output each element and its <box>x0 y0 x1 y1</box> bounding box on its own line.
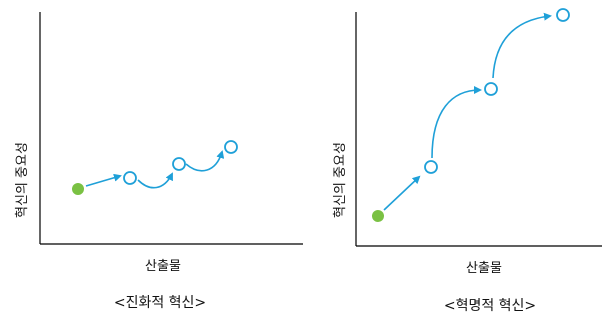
innovation-point <box>484 82 498 96</box>
innovation-point <box>224 140 238 154</box>
connector-arrow <box>137 172 173 189</box>
connector-arrow <box>431 86 482 159</box>
connector-arrow <box>185 150 225 172</box>
innovation-point <box>123 171 137 185</box>
x-axis-label: 산출물 <box>466 261 502 276</box>
panel-revolutionary: 혁신의 중요성 산출물 <혁명적 혁신> <box>333 8 602 314</box>
connector-arrow <box>85 173 122 187</box>
start-point <box>372 210 384 222</box>
innovation-point <box>556 8 570 22</box>
connector-arrow <box>492 12 552 79</box>
panel-evolutionary: 혁신의 중요성 산출물 <진화적 혁신> <box>15 12 303 311</box>
connector-arrow <box>383 175 421 211</box>
panel-caption: <진화적 혁신> <box>114 295 206 311</box>
x-axis-label: 산출물 <box>145 259 181 274</box>
innovation-point <box>172 157 186 171</box>
y-axis-label: 혁신의 중요성 <box>15 142 30 218</box>
start-point <box>72 183 84 195</box>
panel-caption: <혁명적 혁신> <box>444 298 536 314</box>
y-axis-label: 혁신의 중요성 <box>333 142 348 218</box>
innovation-point <box>424 160 438 174</box>
